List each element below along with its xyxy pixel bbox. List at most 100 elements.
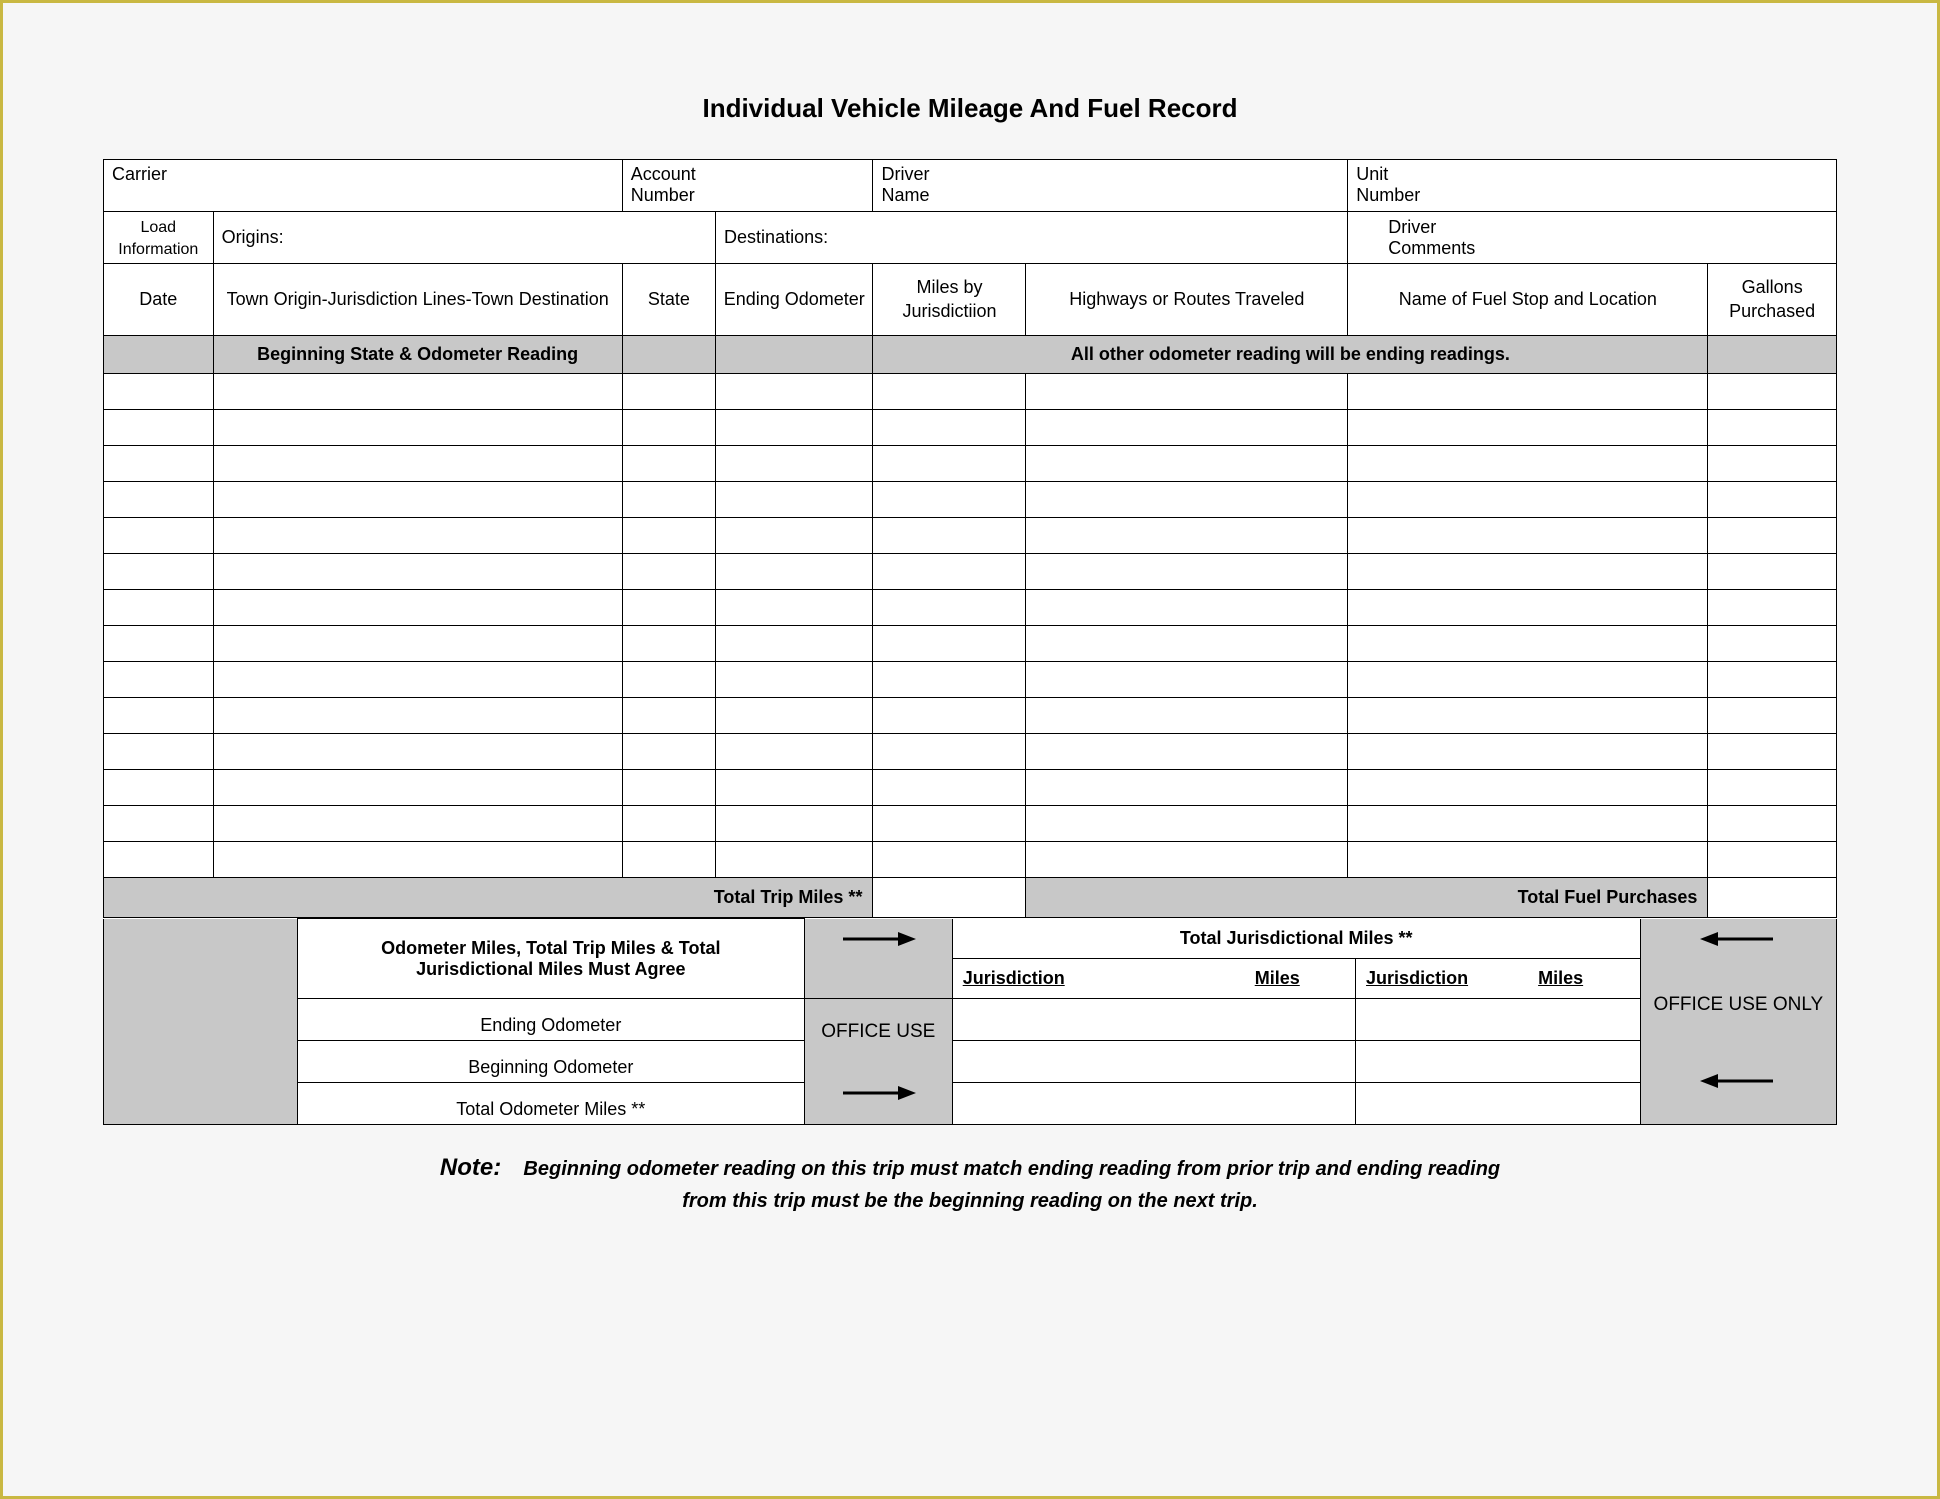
- data-cell[interactable]: [1708, 626, 1837, 662]
- data-cell[interactable]: [1708, 482, 1837, 518]
- data-cell[interactable]: [1026, 374, 1348, 410]
- data-cell[interactable]: [104, 662, 214, 698]
- data-cell[interactable]: [716, 806, 873, 842]
- data-cell[interactable]: [873, 626, 1026, 662]
- data-cell[interactable]: [716, 410, 873, 446]
- data-cell[interactable]: [716, 662, 873, 698]
- data-cell[interactable]: [213, 482, 622, 518]
- data-cell[interactable]: [104, 842, 214, 878]
- data-cell[interactable]: [1348, 806, 1708, 842]
- data-cell[interactable]: [1026, 698, 1348, 734]
- data-cell[interactable]: [622, 698, 715, 734]
- data-cell[interactable]: [1026, 770, 1348, 806]
- data-cell[interactable]: [716, 482, 873, 518]
- data-cell[interactable]: [1026, 806, 1348, 842]
- total-fuel-value[interactable]: [1708, 878, 1837, 918]
- data-cell[interactable]: [622, 734, 715, 770]
- carrier-cell[interactable]: Carrier: [104, 160, 623, 212]
- account-number-cell[interactable]: Account Number: [622, 160, 873, 212]
- data-cell[interactable]: [104, 482, 214, 518]
- data-cell[interactable]: [213, 374, 622, 410]
- data-cell[interactable]: [213, 734, 622, 770]
- data-cell[interactable]: [1708, 410, 1837, 446]
- data-cell[interactable]: [104, 590, 214, 626]
- data-cell[interactable]: [1026, 482, 1348, 518]
- data-cell[interactable]: [873, 374, 1026, 410]
- data-cell[interactable]: [1348, 482, 1708, 518]
- data-cell[interactable]: [1348, 518, 1708, 554]
- data-cell[interactable]: [1026, 662, 1348, 698]
- data-cell[interactable]: [1708, 806, 1837, 842]
- data-cell[interactable]: [213, 518, 622, 554]
- data-cell[interactable]: [622, 374, 715, 410]
- data-cell[interactable]: [622, 806, 715, 842]
- data-cell[interactable]: [622, 626, 715, 662]
- data-cell[interactable]: [104, 554, 214, 590]
- destinations-cell[interactable]: Destinations:: [716, 212, 1348, 264]
- data-cell[interactable]: [1708, 698, 1837, 734]
- data-cell[interactable]: [104, 806, 214, 842]
- data-cell[interactable]: [1348, 554, 1708, 590]
- data-cell[interactable]: [213, 626, 622, 662]
- jur-entry-1b[interactable]: [1356, 999, 1641, 1041]
- data-cell[interactable]: [1026, 590, 1348, 626]
- data-cell[interactable]: [716, 626, 873, 662]
- data-cell[interactable]: [1348, 446, 1708, 482]
- data-cell[interactable]: [104, 410, 214, 446]
- jur-entry-2a[interactable]: [952, 1041, 1355, 1083]
- data-cell[interactable]: [1348, 734, 1708, 770]
- data-cell[interactable]: [1708, 554, 1837, 590]
- data-cell[interactable]: [104, 518, 214, 554]
- data-cell[interactable]: [104, 698, 214, 734]
- data-cell[interactable]: [622, 770, 715, 806]
- data-cell[interactable]: [622, 446, 715, 482]
- data-cell[interactable]: [716, 842, 873, 878]
- data-cell[interactable]: [873, 482, 1026, 518]
- data-cell[interactable]: [1348, 770, 1708, 806]
- data-cell[interactable]: [1708, 842, 1837, 878]
- jur-entry-1a[interactable]: [952, 999, 1355, 1041]
- data-cell[interactable]: [213, 770, 622, 806]
- data-cell[interactable]: [1708, 446, 1837, 482]
- data-cell[interactable]: [622, 410, 715, 446]
- data-cell[interactable]: [716, 770, 873, 806]
- data-cell[interactable]: [1026, 734, 1348, 770]
- data-cell[interactable]: [716, 734, 873, 770]
- origins-cell[interactable]: Origins:: [213, 212, 715, 264]
- data-cell[interactable]: [104, 734, 214, 770]
- data-cell[interactable]: [1348, 662, 1708, 698]
- jur-entry-2b[interactable]: [1356, 1041, 1641, 1083]
- data-cell[interactable]: [1708, 662, 1837, 698]
- data-cell[interactable]: [716, 446, 873, 482]
- data-cell[interactable]: [104, 446, 214, 482]
- data-cell[interactable]: [1026, 626, 1348, 662]
- data-cell[interactable]: [213, 554, 622, 590]
- data-cell[interactable]: [716, 590, 873, 626]
- total-trip-miles-value[interactable]: [873, 878, 1026, 918]
- data-cell[interactable]: [873, 698, 1026, 734]
- data-cell[interactable]: [1708, 734, 1837, 770]
- data-cell[interactable]: [213, 842, 622, 878]
- data-cell[interactable]: [1026, 554, 1348, 590]
- data-cell[interactable]: [622, 662, 715, 698]
- data-cell[interactable]: [622, 842, 715, 878]
- data-cell[interactable]: [1348, 410, 1708, 446]
- data-cell[interactable]: [716, 698, 873, 734]
- data-cell[interactable]: [873, 518, 1026, 554]
- data-cell[interactable]: [716, 374, 873, 410]
- data-cell[interactable]: [213, 446, 622, 482]
- data-cell[interactable]: [1348, 374, 1708, 410]
- data-cell[interactable]: [873, 806, 1026, 842]
- data-cell[interactable]: [1026, 518, 1348, 554]
- data-cell[interactable]: [213, 590, 622, 626]
- data-cell[interactable]: [104, 770, 214, 806]
- data-cell[interactable]: [873, 734, 1026, 770]
- data-cell[interactable]: [104, 374, 214, 410]
- unit-number-cell[interactable]: Unit Number: [1348, 160, 1837, 212]
- data-cell[interactable]: [622, 554, 715, 590]
- data-cell[interactable]: [873, 410, 1026, 446]
- data-cell[interactable]: [873, 446, 1026, 482]
- data-cell[interactable]: [213, 662, 622, 698]
- data-cell[interactable]: [213, 806, 622, 842]
- data-cell[interactable]: [622, 590, 715, 626]
